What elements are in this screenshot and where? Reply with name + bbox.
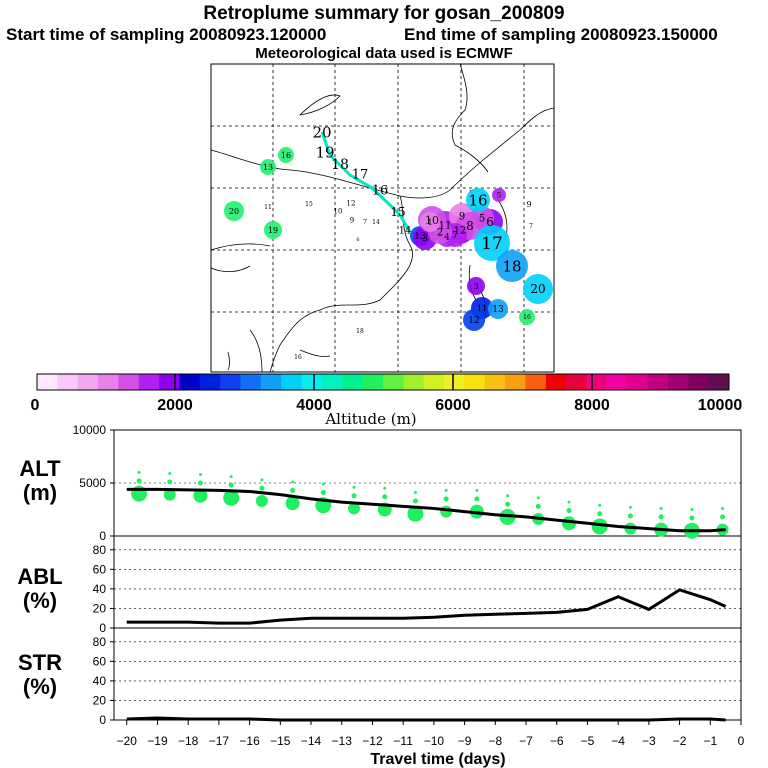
plume-day-label: 15 [390,205,405,219]
start-time-label: Start time of sampling 20080923.120000 [6,25,327,44]
plume-track [320,131,412,233]
map-frame [210,63,555,373]
plume-day-label: 13 [263,163,273,172]
plume-circle [420,212,440,232]
plume-day-label: 14 [372,219,380,226]
plume-circle [224,201,244,221]
met-data-label: Meteorological data used is ECMWF [255,45,513,62]
plume-day-label: 2 [437,228,443,239]
plume-circle [463,309,485,331]
plume-day-label: 7 [363,219,367,226]
plume-day-label: 8 [466,219,474,233]
page-title: Retroplume summary for gosan_200809 [203,3,565,24]
plume-circle [260,159,276,175]
plume-day-label: 4 [444,233,450,243]
plume-day-label: 17 [352,168,369,183]
plume-day-label: 12 [454,226,467,237]
plume-day-label: 13 [492,305,504,315]
plume-day-label: 10 [425,214,439,227]
plume-day-label: 9 [350,216,354,224]
plume-day-label: 1 [427,218,432,227]
plume-day-label: 9 [459,212,465,223]
plume-day-label: 5 [479,214,485,225]
plume-circle [470,206,494,230]
plume-day-label: 20 [312,123,331,141]
plume-day-label: 16 [281,151,291,160]
plume-day-label: 16 [294,354,302,361]
plume-circle [523,274,553,304]
plume-day-label: 11 [477,304,487,313]
plume-day-label: 20 [229,207,239,216]
plume-day-label: 9 [526,200,531,209]
plume-day-label: 19 [268,226,278,235]
plume-day-label: 20 [530,282,545,296]
plume-day-label: 13 [414,232,426,242]
plume-day-label: 3 [422,234,428,244]
plume-day-label: 16 [372,184,389,199]
plume-day-label: 11 [439,221,452,232]
plume-day-label: 7 [529,223,533,230]
plume-day-label: 12 [347,199,356,207]
plume-day-label: 16 [523,314,531,321]
plume-circle [519,309,535,325]
plume-day-label: 15 [305,201,313,208]
plume-day-label: 18 [356,328,364,335]
plume-circles [224,147,553,331]
plume-circle [278,147,294,163]
plume-circle [474,225,510,261]
plume-circle [492,188,506,202]
plume-day-label: 11 [264,204,272,211]
plume-day-label: 19 [315,143,334,161]
plume-circle [488,299,508,319]
plume-centroid-track [320,131,412,233]
end-time-label: End time of sampling 20080923.150000 [404,25,718,44]
plume-day-label: 18 [502,257,521,275]
plume-day-label: 16 [468,191,487,209]
plume-circle [264,221,282,239]
plume-day-label: 6 [486,215,494,229]
plume-day-label: 18 [331,157,349,173]
plume-circle [467,277,485,295]
plume-day-label: 14 [399,226,412,237]
plume-day-label: 17 [481,234,503,254]
plume-day-label: 3 [473,282,478,291]
plume-day-label: 5 [497,191,501,199]
plume-day-label: 6 [356,237,359,243]
plume-day-label: 12 [468,316,479,326]
plume-circle [466,188,490,212]
plume-circle [496,250,528,282]
plume-day-label: 10 [334,207,343,215]
plume-day-label: 7 [452,231,458,242]
